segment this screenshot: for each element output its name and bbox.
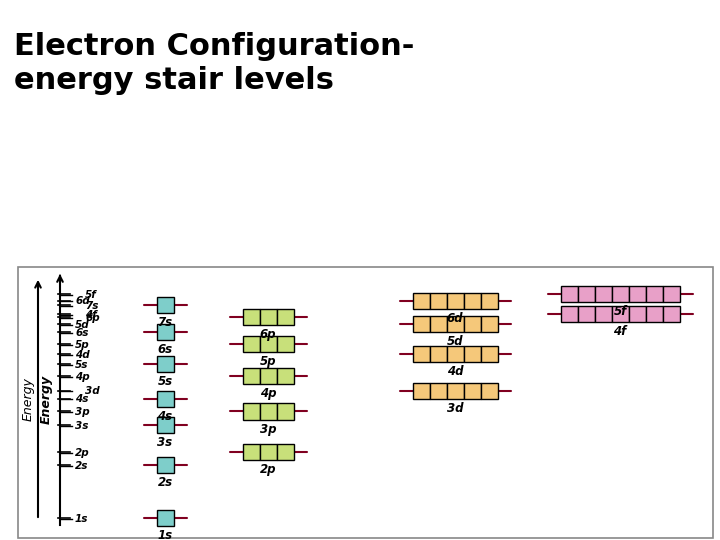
Text: 4d: 4d	[75, 350, 89, 360]
FancyBboxPatch shape	[446, 383, 464, 400]
Text: 4s: 4s	[158, 410, 173, 423]
Text: Electron Configuration-
energy stair levels: Electron Configuration- energy stair lev…	[14, 32, 415, 95]
FancyBboxPatch shape	[430, 383, 446, 400]
Text: 6s: 6s	[158, 343, 173, 356]
FancyBboxPatch shape	[577, 306, 595, 322]
FancyBboxPatch shape	[156, 510, 174, 526]
FancyBboxPatch shape	[259, 368, 276, 384]
FancyBboxPatch shape	[276, 403, 294, 420]
FancyBboxPatch shape	[480, 293, 498, 309]
FancyBboxPatch shape	[276, 444, 294, 460]
FancyBboxPatch shape	[413, 346, 430, 362]
Text: 6p: 6p	[85, 313, 99, 323]
Text: 2s: 2s	[158, 476, 173, 489]
FancyBboxPatch shape	[446, 346, 464, 362]
Text: 3s: 3s	[75, 421, 89, 430]
Text: 3p: 3p	[260, 422, 276, 436]
FancyBboxPatch shape	[646, 286, 662, 302]
FancyBboxPatch shape	[480, 346, 498, 362]
FancyBboxPatch shape	[464, 346, 480, 362]
Text: 4p: 4p	[260, 387, 276, 400]
Text: 5s: 5s	[75, 360, 89, 370]
Text: 6d: 6d	[75, 296, 89, 306]
FancyBboxPatch shape	[156, 324, 174, 340]
Text: 2p: 2p	[75, 448, 89, 458]
Text: 1s: 1s	[75, 514, 89, 524]
FancyBboxPatch shape	[156, 392, 174, 408]
FancyBboxPatch shape	[611, 286, 629, 302]
FancyBboxPatch shape	[430, 316, 446, 332]
FancyBboxPatch shape	[595, 306, 611, 322]
Text: 3s: 3s	[158, 436, 173, 449]
FancyBboxPatch shape	[156, 297, 174, 313]
FancyBboxPatch shape	[646, 306, 662, 322]
FancyBboxPatch shape	[464, 293, 480, 309]
FancyBboxPatch shape	[243, 403, 259, 420]
FancyBboxPatch shape	[480, 383, 498, 400]
FancyBboxPatch shape	[243, 336, 259, 352]
Text: 6p: 6p	[260, 328, 276, 341]
FancyBboxPatch shape	[595, 286, 611, 302]
Text: 2p: 2p	[260, 463, 276, 476]
FancyBboxPatch shape	[156, 457, 174, 472]
FancyBboxPatch shape	[156, 416, 174, 433]
FancyBboxPatch shape	[259, 309, 276, 325]
FancyBboxPatch shape	[560, 306, 577, 322]
FancyBboxPatch shape	[276, 368, 294, 384]
Text: 2s: 2s	[75, 461, 89, 471]
Text: 6s: 6s	[75, 328, 89, 338]
Text: Energy: Energy	[22, 377, 35, 421]
FancyBboxPatch shape	[413, 383, 430, 400]
FancyBboxPatch shape	[662, 286, 680, 302]
FancyBboxPatch shape	[259, 444, 276, 460]
Text: 5d: 5d	[446, 335, 463, 348]
FancyBboxPatch shape	[430, 293, 446, 309]
Text: 5s: 5s	[158, 375, 173, 388]
FancyBboxPatch shape	[629, 286, 646, 302]
FancyBboxPatch shape	[464, 316, 480, 332]
FancyBboxPatch shape	[413, 293, 430, 309]
FancyBboxPatch shape	[276, 336, 294, 352]
FancyBboxPatch shape	[430, 346, 446, 362]
FancyBboxPatch shape	[259, 336, 276, 352]
Text: 3p: 3p	[75, 408, 89, 417]
Text: 3d: 3d	[85, 387, 99, 396]
FancyBboxPatch shape	[560, 286, 577, 302]
FancyBboxPatch shape	[259, 403, 276, 420]
Text: 1s: 1s	[158, 529, 173, 540]
FancyBboxPatch shape	[629, 306, 646, 322]
Text: 4s: 4s	[75, 394, 89, 404]
FancyBboxPatch shape	[156, 356, 174, 373]
Text: 4d: 4d	[446, 365, 463, 379]
Text: 5p: 5p	[75, 340, 89, 350]
FancyBboxPatch shape	[243, 444, 259, 460]
Text: 3d: 3d	[446, 402, 463, 415]
FancyBboxPatch shape	[446, 293, 464, 309]
Text: 4f: 4f	[85, 310, 96, 320]
FancyBboxPatch shape	[276, 309, 294, 325]
FancyBboxPatch shape	[577, 286, 595, 302]
Text: Energy: Energy	[40, 375, 53, 424]
Text: 5p: 5p	[260, 355, 276, 368]
FancyBboxPatch shape	[464, 383, 480, 400]
Text: 5f: 5f	[85, 290, 96, 300]
FancyBboxPatch shape	[662, 306, 680, 322]
FancyBboxPatch shape	[243, 309, 259, 325]
FancyBboxPatch shape	[611, 306, 629, 322]
Text: 4p: 4p	[75, 373, 89, 382]
FancyBboxPatch shape	[243, 368, 259, 384]
FancyBboxPatch shape	[446, 316, 464, 332]
Text: 6d: 6d	[446, 312, 463, 325]
Text: 5d: 5d	[75, 320, 89, 330]
FancyBboxPatch shape	[480, 316, 498, 332]
FancyBboxPatch shape	[18, 267, 713, 538]
Text: 5f: 5f	[613, 305, 626, 318]
Text: 4f: 4f	[613, 325, 626, 338]
FancyBboxPatch shape	[413, 316, 430, 332]
Text: 7s: 7s	[158, 316, 173, 329]
Text: 7s: 7s	[85, 301, 99, 311]
